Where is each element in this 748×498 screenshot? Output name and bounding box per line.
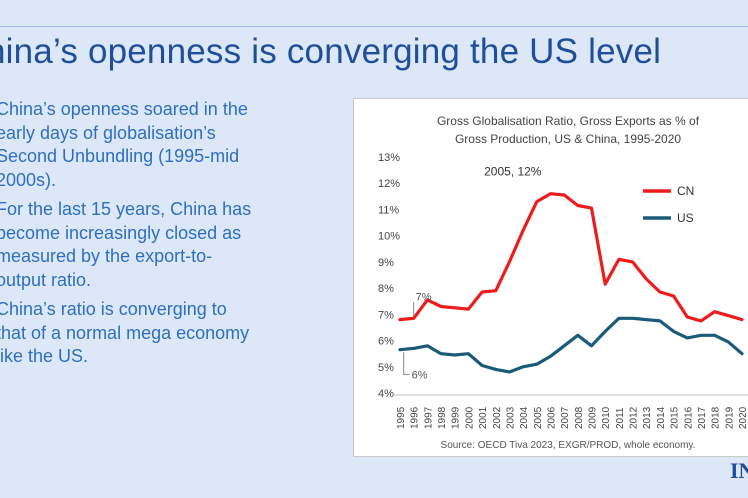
x-tick-label: 2002	[492, 406, 503, 429]
annotation-us-start: 6%	[412, 369, 428, 381]
bullet-line: measured by the export-to-	[0, 246, 213, 266]
bullet-line: China’s ratio is converging to	[0, 299, 227, 319]
y-tick-label: 7%	[378, 309, 394, 321]
x-tick-label: 2005	[533, 406, 544, 429]
bullet-line: become increasingly closed as	[0, 222, 242, 243]
x-tick-label: 1995	[396, 406, 407, 429]
x-tick-label: 2003	[505, 406, 516, 429]
x-tick-label: 2001	[478, 406, 489, 429]
x-tick-label: 2020	[738, 406, 748, 429]
x-tick-label: 2012	[629, 406, 640, 429]
bullet-line: that of a normal mega economy	[0, 322, 250, 343]
y-tick-label: 9%	[378, 257, 394, 269]
legend-label-us: US	[677, 211, 694, 225]
series-line-us	[398, 316, 744, 374]
x-tick-label: 2014	[656, 406, 667, 429]
x-tick-label: 2000	[464, 406, 475, 429]
x-tick-label: 2015	[670, 406, 681, 429]
x-tick-label: 2017	[697, 406, 708, 429]
line-chart: Gross Globalisation Ratio, Gross Exports…	[378, 114, 748, 451]
chart-title-line: Gross Globalisation Ratio, Gross Exports…	[437, 114, 700, 128]
x-tick-label: 2013	[642, 406, 653, 429]
series-line-cn	[398, 192, 744, 323]
y-tick-label: 13%	[378, 152, 400, 164]
bullet-line: output ratio.	[0, 269, 92, 290]
slide-title: hina’s openness is converging the US lev…	[0, 32, 662, 71]
bullet-line: For the last 15 years, China has	[0, 199, 252, 219]
x-tick-label: 2010	[601, 406, 612, 429]
chart-title-line: Gross Production, US & China, 1995-2020	[455, 132, 681, 146]
x-tick-label: 2018	[711, 406, 722, 429]
x-tick-label: 2007	[560, 406, 571, 429]
brand-logo: IN	[730, 458, 748, 483]
y-tick-label: 5%	[378, 362, 394, 374]
x-tick-label: 2011	[615, 407, 626, 429]
bullet-line: China’s openness soared in the	[0, 99, 248, 119]
bullet-line: Second Unbundling (1995-mid	[0, 146, 240, 166]
y-tick-label: 4%	[378, 388, 394, 400]
bullet-3: China’s ratio is converging to that of a…	[0, 298, 326, 369]
bullet-1: China’s openness soared in the early day…	[0, 98, 326, 192]
chart-card: Gross Globalisation Ratio, Gross Exports…	[353, 98, 748, 457]
y-tick-label: 8%	[378, 283, 394, 295]
bullet-2: For the last 15 years, China has become …	[0, 198, 326, 292]
chart-source: Source: OECD Tiva 2023, EXGR/PROD, whole…	[441, 440, 696, 451]
annotation-cn-start: 7%	[416, 291, 432, 303]
annotation-peak: 2005, 12%	[484, 164, 542, 178]
x-tick-label: 2016	[683, 406, 694, 429]
x-tick-label: 1997	[423, 406, 434, 429]
x-tick-label: 1996	[410, 406, 421, 429]
x-tick-label: 2019	[724, 406, 735, 429]
bullet-line: early days of globalisation’s	[0, 122, 216, 143]
x-tick-label: 1999	[451, 406, 462, 429]
bullet-line: like the US.	[0, 346, 89, 366]
y-tick-label: 6%	[378, 336, 394, 348]
legend-label-cn: CN	[677, 184, 694, 198]
x-tick-label: 2004	[519, 406, 530, 429]
x-tick-label: 2006	[546, 406, 557, 429]
bullet-list: China’s openness soared in the early day…	[0, 98, 326, 375]
y-tick-label: 12%	[378, 178, 400, 190]
header-divider	[0, 26, 748, 27]
bullet-line: 2000s).	[0, 169, 57, 190]
y-tick-label: 10%	[378, 231, 400, 243]
annotation-leader-6	[403, 352, 410, 375]
x-tick-label: 1998	[437, 406, 448, 429]
x-tick-label: 2008	[574, 406, 585, 429]
y-tick-label: 11%	[378, 204, 399, 216]
x-tick-label: 2009	[588, 406, 599, 429]
